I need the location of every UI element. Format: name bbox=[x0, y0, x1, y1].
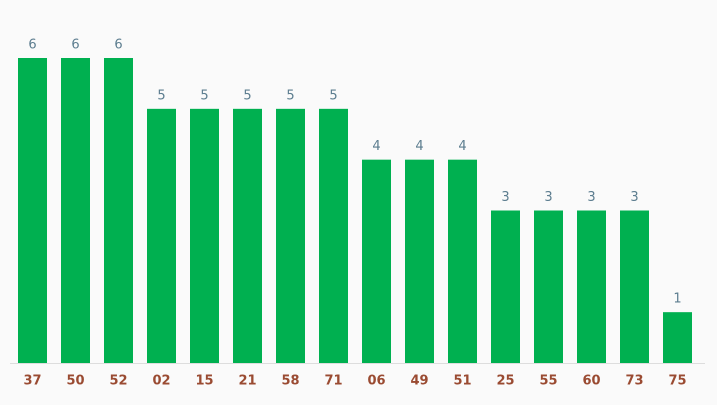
bar bbox=[577, 210, 606, 363]
value-label: 3 bbox=[587, 190, 595, 205]
x-tick-label: 49 bbox=[410, 374, 428, 389]
x-tick-label: 71 bbox=[324, 374, 342, 389]
value-label: 5 bbox=[286, 88, 294, 103]
bar bbox=[534, 210, 563, 363]
bar bbox=[61, 58, 90, 363]
value-label: 6 bbox=[114, 38, 122, 53]
value-label: 3 bbox=[544, 190, 552, 205]
bar bbox=[620, 210, 649, 363]
bar bbox=[405, 159, 434, 363]
value-label: 5 bbox=[200, 88, 208, 103]
bar bbox=[362, 159, 391, 363]
x-tick-label: 15 bbox=[195, 374, 213, 389]
x-tick-label: 06 bbox=[367, 374, 385, 389]
value-label: 6 bbox=[71, 38, 79, 53]
x-tick-label: 02 bbox=[152, 374, 170, 389]
bar bbox=[190, 108, 219, 363]
value-label: 3 bbox=[630, 190, 638, 205]
value-label: 4 bbox=[415, 139, 423, 154]
x-tick-label: 73 bbox=[625, 374, 643, 389]
bar bbox=[276, 108, 305, 363]
x-tick-label: 37 bbox=[23, 374, 41, 389]
bar bbox=[491, 210, 520, 363]
x-tick-label: 60 bbox=[582, 374, 600, 389]
value-label: 4 bbox=[458, 139, 466, 154]
x-tick-label: 55 bbox=[539, 374, 557, 389]
value-label: 5 bbox=[157, 88, 165, 103]
bar bbox=[663, 312, 692, 363]
value-label: 3 bbox=[501, 190, 509, 205]
x-tick-label: 58 bbox=[281, 374, 299, 389]
x-tick-label: 21 bbox=[238, 374, 256, 389]
value-label: 5 bbox=[329, 88, 337, 103]
bar bbox=[319, 108, 348, 363]
value-label: 5 bbox=[243, 88, 251, 103]
value-label: 4 bbox=[372, 139, 380, 154]
bar bbox=[104, 58, 133, 363]
bar bbox=[233, 108, 262, 363]
value-label: 6 bbox=[28, 38, 36, 53]
x-tick-label: 51 bbox=[453, 374, 471, 389]
bar bbox=[448, 159, 477, 363]
bar bbox=[18, 58, 47, 363]
x-tick-label: 50 bbox=[66, 374, 84, 389]
x-tick-label: 25 bbox=[496, 374, 514, 389]
x-tick-label: 75 bbox=[668, 374, 686, 389]
value-label: 1 bbox=[673, 292, 681, 307]
x-tick-label: 52 bbox=[109, 374, 127, 389]
bar bbox=[147, 108, 176, 363]
